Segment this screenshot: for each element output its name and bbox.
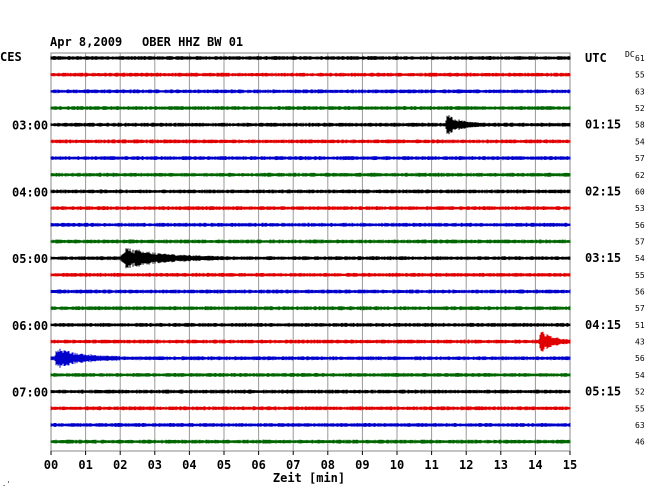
left-time-label: 03:00 [12,119,48,133]
dc-offset-value: 57 [635,237,645,246]
trace-line [50,306,571,311]
trace-line [50,56,571,60]
right-time-label: 04:15 [585,318,621,332]
trace-line [50,239,571,244]
trace-line [50,322,571,327]
dc-offset-value: 62 [635,171,645,180]
trace-line [50,348,571,368]
dc-offset-value: 43 [635,338,645,347]
dc-offset-value: 61 [635,54,645,63]
trace-line [50,189,571,194]
plot-frame [50,52,571,452]
dc-offset-value: 55 [635,271,645,280]
left-time-label: 05:00 [12,252,48,266]
trace-line [50,372,571,377]
dc-header-label: DC [625,50,635,59]
left-time-label: 06:00 [12,319,48,333]
left-timezone-label: CES [0,50,22,64]
x-tick-label: 08 [321,458,335,472]
left-time-label: 07:00 [12,386,48,400]
x-axis-title: Zeit [min] [273,471,345,485]
dc-offset-value: 57 [635,154,645,163]
right-time-label: UTC [585,51,607,65]
trace-line [50,156,571,161]
left-time-label: 04:00 [12,185,48,199]
trace-line [50,248,571,269]
trace-line [50,289,571,294]
trace-line [50,139,571,144]
dc-offset-value: 53 [635,204,645,213]
dc-offset-value: 56 [635,221,645,230]
right-time-label: 03:15 [585,251,621,265]
trace-line [50,106,571,110]
plot-date: Apr 8,2009 [50,35,122,49]
trace-line [50,172,571,177]
dc-offset-value: 52 [635,104,645,113]
trace-line [50,206,571,211]
trace-line [50,89,571,94]
trace-line [50,423,571,427]
right-time-label: 01:15 [585,118,621,132]
dc-offset-value: 55 [635,404,645,413]
x-tick-label: 02 [113,458,127,472]
dc-offset-value: 52 [635,388,645,397]
trace-line [50,439,571,444]
corner-mark: .' [2,480,10,488]
grid [50,52,571,452]
dc-offset-value: 51 [635,321,645,330]
dc-offset-value: 63 [635,87,645,96]
x-tick-label: 13 [494,458,508,472]
trace-line [50,331,571,352]
dc-offset-value: 54 [635,254,645,263]
trace-line [50,406,571,411]
trace-line [50,272,571,277]
dc-offset-value: 63 [635,421,645,430]
x-tick-label: 03 [148,458,162,472]
x-tick-label: 11 [424,458,438,472]
trace-line [50,115,571,135]
trace-line [50,389,571,394]
dc-offset-value: 46 [635,438,645,447]
dc-offset-value: 58 [635,121,645,130]
dc-offset-value: 56 [635,288,645,297]
x-tick-label: 00 [44,458,58,472]
x-tick-label: 05 [217,458,231,472]
x-axis-ticks: 00 01 02 03 04 05 06 07 08 09 10 11 12 13 14 15 [44,451,577,472]
dc-offset-value: 54 [635,371,645,380]
dc-offset-value: 60 [635,187,645,196]
x-tick-label: 15 [563,458,577,472]
trace-line [50,72,571,77]
dc-offset-value: 55 [635,71,645,80]
x-tick-label: 12 [459,458,473,472]
x-tick-label: 10 [390,458,404,472]
x-tick-label: 14 [528,458,542,472]
dc-offset-value: 57 [635,304,645,313]
right-time-label: 02:15 [585,184,621,198]
x-tick-label: 01 [78,458,92,472]
x-tick-label: 07 [286,458,300,472]
right-time-label: 05:15 [585,385,621,399]
dc-offset-value: 56 [635,354,645,363]
trace-line [50,222,571,227]
station-code: OBER HHZ BW 01 [142,35,243,49]
dc-offset-value: 54 [635,137,645,146]
x-tick-label: 09 [355,458,369,472]
x-tick-label: 04 [182,458,196,472]
time-labels: 03:00 04:00 05:00 06:00 07:00 UTC 01:15 02:15 03… [12,51,645,447]
seismic-traces [50,56,571,444]
x-tick-label: 06 [251,458,265,472]
